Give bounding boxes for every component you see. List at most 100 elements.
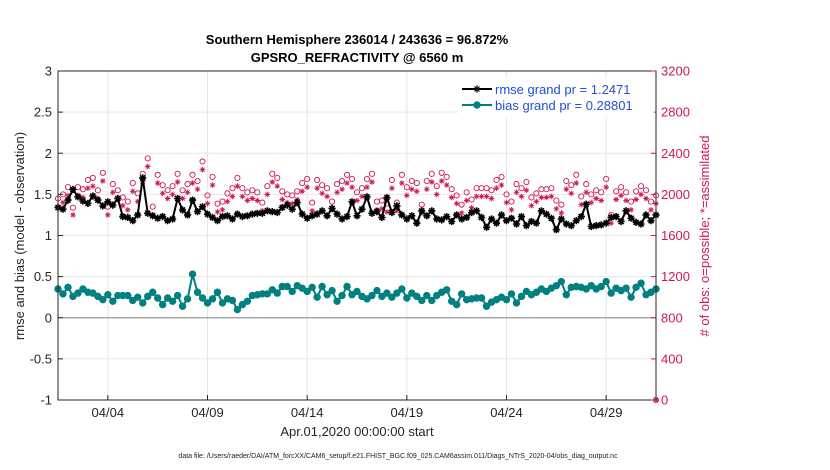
bias-point (647, 288, 655, 296)
bias-point (228, 296, 237, 305)
rmse-point (273, 208, 281, 217)
rmse-point (179, 206, 187, 214)
obs-assimilated-point (633, 196, 639, 203)
bias-point (423, 291, 431, 300)
obs-assimilated-point (254, 197, 261, 204)
obs-assimilated-point (90, 183, 96, 189)
rmse-point (189, 196, 197, 204)
obs-assimilated-point (134, 198, 141, 205)
bias-point (238, 300, 247, 309)
obs-assimilated-point (568, 190, 575, 197)
obs-possible-point (324, 185, 331, 192)
y-right-tick-label: 2800 (661, 105, 690, 120)
obs-assimilated-point (433, 191, 440, 198)
obs-possible-point (548, 185, 555, 192)
obs-possible-point (558, 201, 565, 208)
bias-point (403, 294, 411, 302)
bias-point (393, 289, 401, 297)
rmse-point (647, 217, 655, 225)
rmse-point (263, 207, 271, 215)
bias-point (418, 296, 426, 305)
rmse-point (527, 217, 535, 226)
rmse-point (193, 208, 202, 216)
rmse-point (268, 208, 276, 216)
rmse-point (512, 220, 521, 228)
bias-point (338, 291, 346, 300)
rmse-point (487, 215, 496, 223)
rmse-point (358, 205, 366, 213)
obs-possible-point (443, 173, 450, 180)
legend-rmse-marker (473, 85, 481, 93)
obs-possible-point (343, 171, 351, 178)
obs-possible-point (388, 176, 395, 184)
y-tick-label: 2 (45, 146, 52, 161)
rmse-point (203, 210, 212, 218)
obs-possible-point (189, 171, 196, 178)
obs-possible-point (159, 182, 166, 189)
obs-possible-point (194, 177, 201, 185)
obs-assimilated-point (608, 220, 614, 226)
obs-possible-point (274, 174, 281, 181)
rmse-point (129, 217, 137, 225)
bias-point (303, 287, 311, 296)
rmse-point (333, 210, 341, 218)
rmse-point (483, 223, 491, 231)
obs-assimilated-point (593, 195, 599, 202)
x-tick-label: 04/09 (191, 405, 224, 420)
rmse-point (637, 220, 645, 228)
bias-point (363, 295, 371, 303)
obs-assimilated-point (558, 210, 565, 216)
obs-possible-point (363, 175, 371, 183)
bias-point (148, 288, 157, 296)
obs-possible-point (149, 203, 156, 210)
bias-point (129, 296, 137, 305)
obs-possible-point (493, 176, 500, 184)
obs-possible-point (618, 184, 625, 191)
obs-assimilated-point (65, 192, 71, 199)
obs-assimilated-point (264, 191, 271, 198)
rmse-point (363, 193, 371, 201)
rmse-point (567, 222, 575, 230)
bias-point (328, 286, 336, 295)
obs-possible-point (583, 181, 590, 188)
obs-assimilated-point (304, 184, 310, 190)
legend-box (458, 78, 654, 118)
obs-possible-point (568, 182, 575, 189)
obs-assimilated-point (473, 193, 480, 200)
rmse-point (373, 208, 381, 216)
obs-possible-point (144, 155, 151, 162)
obs-assimilated-point (125, 207, 131, 213)
bias-point (218, 299, 227, 307)
bias-point (193, 288, 202, 296)
x-axis: 04/04 04/09 04/14 04/19 04/24 04/29 (92, 395, 622, 420)
bias-point (243, 297, 252, 305)
obs-possible-point (184, 181, 191, 188)
rmse-point (607, 213, 615, 221)
obs-assimilated-point (60, 199, 66, 206)
obs-assimilated-point (244, 197, 251, 204)
rmse-point (617, 217, 625, 226)
footer-data-file: data file: /Users/raeder/DAI/ATM_forcXX/… (178, 453, 618, 460)
bias-point (233, 305, 242, 314)
rmse-point (642, 211, 650, 219)
bias-point (452, 300, 461, 309)
obs-possible-point (214, 200, 221, 207)
bias-point (348, 291, 356, 299)
bias-point (59, 290, 67, 298)
obs-assimilated-point (199, 166, 206, 173)
rmse-point (403, 215, 411, 223)
rmse-point (537, 207, 545, 215)
obs-possible-point (598, 189, 605, 196)
y-right-tick-label: 2400 (661, 146, 690, 161)
obs-assimilated-point (503, 199, 510, 206)
obs-assimilated-point (498, 182, 505, 188)
obs-assimilated-point (573, 180, 580, 186)
obs-assimilated-point (314, 185, 320, 191)
obs-possible-point (528, 194, 535, 201)
legend-rmse-label: rmse grand pr = 1.2471 (495, 82, 631, 97)
bias-point (69, 292, 77, 301)
obs-possible-point (79, 186, 86, 193)
obs-assimilated-point (399, 180, 405, 186)
rmse-point (428, 207, 436, 215)
bias-point (502, 295, 511, 304)
